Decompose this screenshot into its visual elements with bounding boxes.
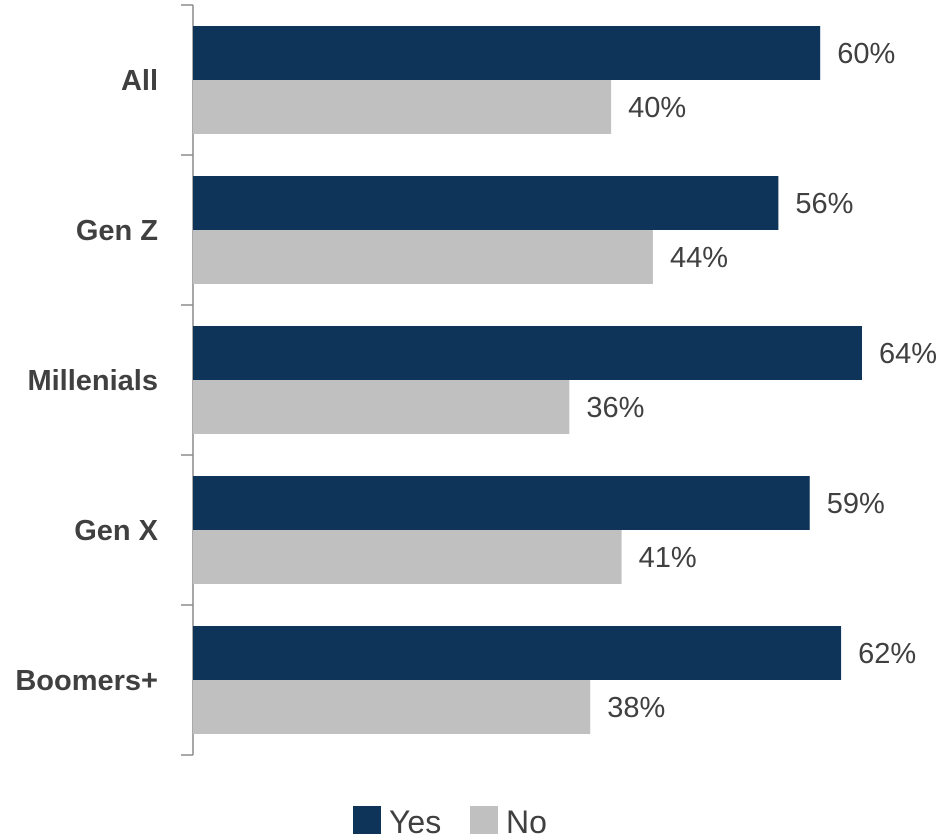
data-label: 60% — [837, 38, 895, 70]
bar-no — [193, 80, 612, 134]
legend-label: Yes — [389, 804, 441, 838]
category-label: Gen X — [74, 515, 158, 547]
category-label: Boomers+ — [15, 665, 158, 697]
bars — [193, 26, 862, 734]
data-label: 64% — [879, 338, 937, 370]
bar-yes — [193, 626, 842, 680]
bar-no — [193, 530, 622, 584]
bar-no — [193, 230, 653, 284]
legend-swatch-yes — [353, 806, 381, 834]
legend-swatch-no — [470, 806, 498, 834]
bar-yes — [193, 476, 810, 530]
bar-no — [193, 380, 570, 434]
legend: Yes No — [353, 804, 547, 838]
category-label: Gen Z — [76, 215, 158, 247]
bar-yes — [193, 26, 821, 80]
category-label: Millenials — [27, 365, 158, 397]
category-label: All — [121, 65, 158, 97]
data-label: 59% — [827, 488, 885, 520]
bar-yes — [193, 176, 779, 230]
category-axis: All Gen Z Millenials Gen X Boomers+ — [15, 4, 194, 756]
bar-no — [193, 680, 591, 734]
data-label: 56% — [795, 188, 853, 220]
data-label: 38% — [607, 692, 665, 724]
data-label: 62% — [858, 638, 916, 670]
data-label: 36% — [586, 392, 644, 424]
data-label: 44% — [670, 242, 728, 274]
legend-label: No — [506, 804, 547, 838]
labels: 60% 40% 56% 44% 64% 36% 59% 41% 62% 38% — [586, 38, 937, 724]
data-label: 41% — [639, 542, 697, 574]
data-label: 40% — [628, 92, 686, 124]
bar-yes — [193, 326, 862, 380]
